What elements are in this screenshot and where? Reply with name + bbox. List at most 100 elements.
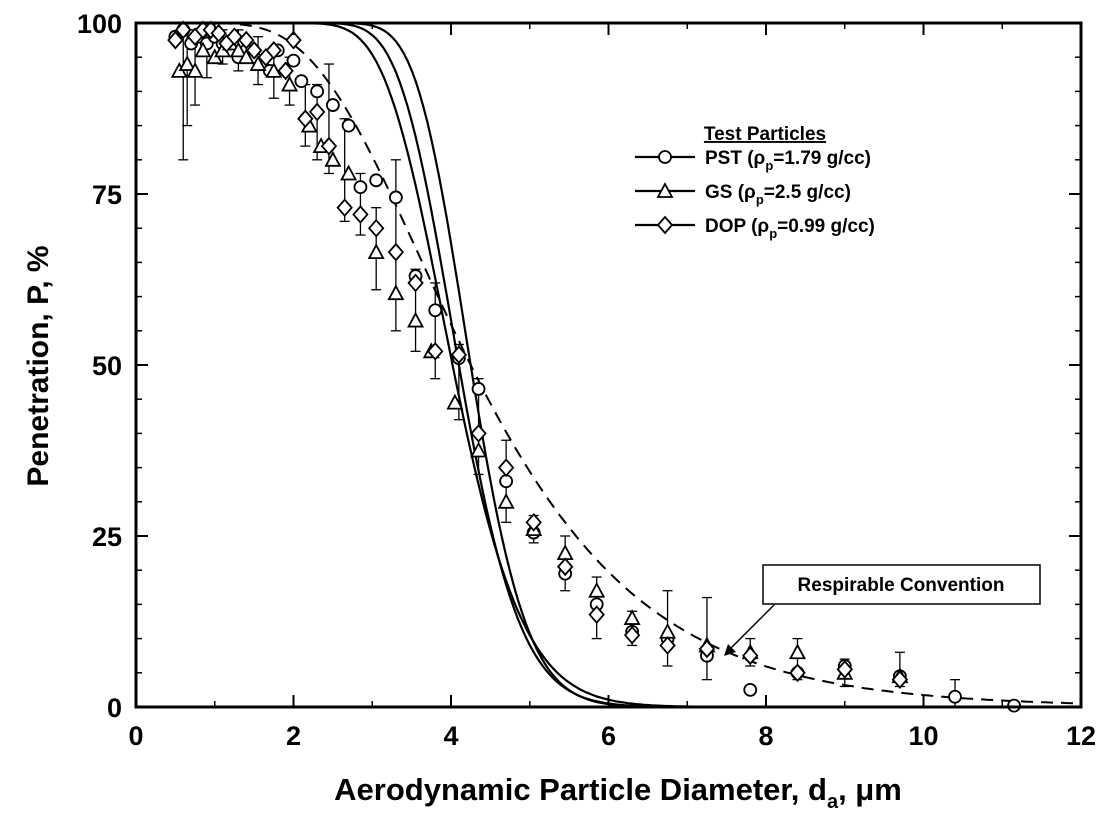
x-axis-label: Aerodynamic Particle Diameter, da, μm <box>334 772 902 813</box>
dop-point <box>556 557 574 577</box>
x-tick-label: 2 <box>286 721 301 751</box>
pst-point <box>948 689 962 704</box>
dop-point <box>175 20 192 40</box>
dop-point <box>659 636 676 655</box>
dop-point <box>297 109 314 129</box>
legend-marker-dop <box>656 215 674 235</box>
y-tick-label: 25 <box>92 522 122 552</box>
y-tick-label: 75 <box>92 180 122 210</box>
gs-point <box>446 393 464 410</box>
dop-point <box>167 30 184 50</box>
dop-point <box>367 218 385 238</box>
respirable-convention-curve <box>139 22 1078 705</box>
gs-point <box>186 61 204 78</box>
dop-point <box>245 40 263 60</box>
dop-point <box>277 61 294 81</box>
dop-point <box>450 345 468 365</box>
gs-point <box>178 55 196 71</box>
dop-point <box>497 458 515 477</box>
y-tick-label: 50 <box>92 351 122 381</box>
dop-point <box>623 625 641 645</box>
dop-point <box>891 670 909 690</box>
dop-point <box>336 198 353 218</box>
callout-arrowhead <box>724 644 736 656</box>
dop-point <box>588 605 605 625</box>
dop-point <box>285 30 302 50</box>
gs-point <box>623 609 641 625</box>
callout-arrow-line <box>727 603 776 652</box>
x-axis-label-unit: , μm <box>838 772 902 807</box>
dop-point <box>525 512 542 532</box>
pst-point <box>428 303 443 318</box>
legend-label-gs: GS (ρp=2.5 g/cc) <box>705 182 851 207</box>
gs-point <box>340 164 358 181</box>
dop-point <box>470 424 487 443</box>
pst-point <box>325 98 340 112</box>
legend-title: Test Particles <box>704 124 826 145</box>
data-markers <box>167 20 1021 713</box>
axis-ticks: 0 2 4 6 8 10 12 0 25 50 75 100 <box>77 9 1096 751</box>
gs-point <box>229 41 247 58</box>
legend-marker-gs <box>656 182 674 198</box>
dop-point <box>427 341 444 361</box>
gs-point <box>265 61 283 78</box>
pst-point <box>388 190 403 205</box>
dop-point <box>308 102 326 122</box>
pst-point <box>743 683 758 697</box>
gs-point <box>659 622 677 639</box>
x-tick-label: 0 <box>128 721 143 751</box>
dop-point <box>265 40 283 60</box>
pst-point <box>369 173 384 188</box>
gs-point <box>470 441 488 458</box>
dop-point <box>698 639 716 659</box>
gs-point <box>367 243 385 260</box>
dop-point <box>789 663 806 683</box>
dop-point <box>210 23 227 43</box>
gs-point <box>281 75 299 92</box>
y-tick-label: 100 <box>77 9 122 39</box>
respirable-convention-callout: Respirable Convention <box>724 564 1041 656</box>
legend: Test Particles PST (ρp=1.79 g/cc) GS (ρp=… <box>635 124 875 241</box>
gs-point <box>249 55 267 71</box>
gs-point <box>588 581 606 598</box>
dop-point <box>352 205 369 224</box>
dop-point <box>238 30 255 50</box>
y-tick-label: 0 <box>107 693 122 723</box>
pst-point <box>353 180 368 195</box>
legend-label-pst: PST (ρp=1.79 g/cc) <box>705 148 871 173</box>
gs-point <box>556 544 574 560</box>
x-tick-label: 6 <box>601 721 616 751</box>
pst-point <box>294 74 309 89</box>
dop-point <box>742 646 759 666</box>
pst-point <box>341 118 356 133</box>
error-bars <box>178 29 960 708</box>
gs-point <box>237 48 255 65</box>
x-tick-label: 4 <box>443 721 458 751</box>
x-tick-label: 10 <box>908 721 938 751</box>
pst-point <box>499 474 514 489</box>
legend-marker-pst <box>658 150 672 164</box>
gs-point <box>387 284 405 301</box>
dop-point <box>387 242 405 262</box>
pst-point <box>310 84 325 99</box>
callout-label: Respirable Convention <box>798 575 1005 596</box>
legend-label-dop: DOP (ρp=0.99 g/cc) <box>705 216 875 241</box>
pst-point <box>286 53 301 68</box>
gs-point <box>194 41 212 58</box>
gs-point <box>407 311 425 328</box>
dop-point <box>407 273 424 293</box>
dop-point <box>320 136 338 156</box>
gs-point <box>788 643 807 660</box>
dop-point <box>226 27 243 47</box>
pst-point <box>471 382 486 396</box>
x-axis-label-main: Aerodynamic Particle Diameter, d <box>334 772 827 807</box>
x-tick-label: 8 <box>758 721 773 751</box>
y-axis-label: Penetration, P, % <box>22 245 55 486</box>
dop-point <box>836 660 853 679</box>
gs-point <box>497 492 515 509</box>
gs-point <box>324 150 342 167</box>
x-axis-label-subscript: a <box>827 791 839 813</box>
callout-box <box>762 564 1041 605</box>
x-tick-label: 12 <box>1066 721 1096 751</box>
